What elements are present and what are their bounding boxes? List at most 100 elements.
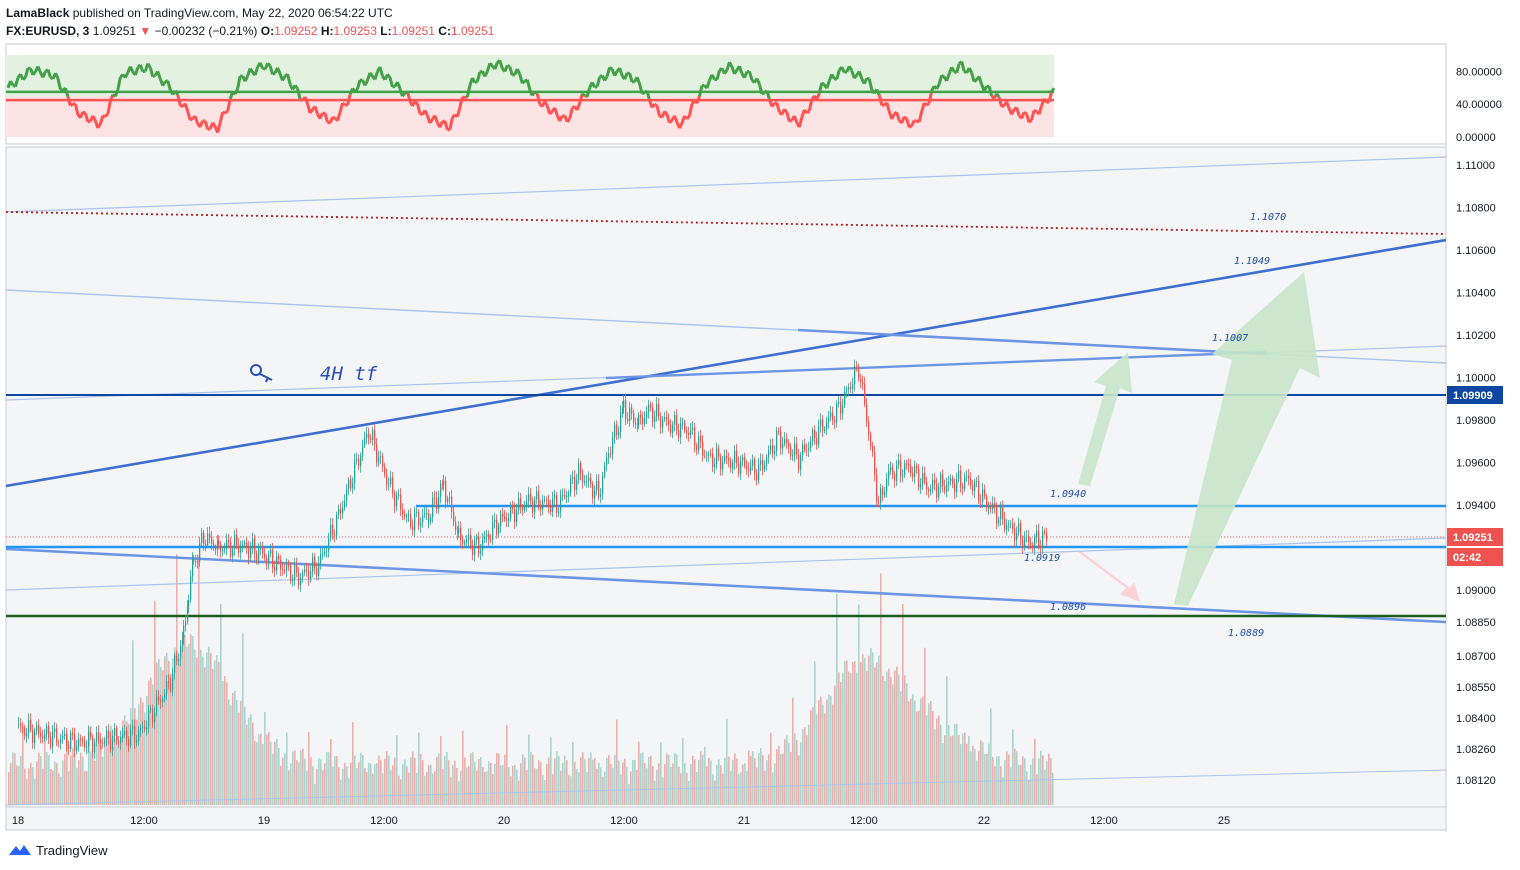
volume-bar — [488, 761, 490, 805]
oscillator-segment — [296, 88, 302, 100]
candle-body — [449, 496, 451, 499]
candle-body — [306, 569, 308, 571]
volume-bar — [46, 752, 48, 805]
symbol-label[interactable]: FX:EURUSD, 3 — [6, 24, 90, 38]
oscillator-segment — [785, 112, 791, 122]
oscillator-segment — [368, 71, 374, 78]
oscillator-segment — [945, 73, 951, 82]
candle-body — [278, 555, 280, 560]
candle-body — [592, 484, 594, 499]
candle-body — [982, 489, 984, 502]
candle-body — [616, 424, 618, 436]
price-tick-label: 1.09600 — [1456, 458, 1496, 470]
oscillator-segment — [423, 109, 429, 117]
volume-bar — [730, 771, 732, 805]
candle-body — [874, 452, 876, 475]
volume-bar — [316, 769, 318, 805]
volume-bar — [50, 768, 52, 805]
candle-body — [840, 401, 842, 414]
oscillator-segment — [415, 103, 422, 114]
volume-bar — [310, 756, 312, 805]
oscillator-segment — [960, 61, 966, 72]
volume-bar — [834, 685, 836, 805]
volume-bar — [804, 727, 806, 805]
volume-bar — [572, 742, 574, 805]
volume-bar — [762, 755, 764, 805]
oscillator-segment — [997, 96, 1004, 107]
volume-bar — [1010, 767, 1012, 805]
price-axis[interactable]: 1.11000 1.10800 1.10600 1.10400 1.10200 1.100… — [1456, 160, 1496, 787]
oscillator-segment — [156, 71, 162, 80]
candle-body — [888, 470, 890, 480]
volume-bar — [138, 704, 140, 805]
volume-bar — [1018, 764, 1020, 805]
candle-body — [500, 513, 502, 527]
candle-body — [60, 738, 62, 743]
oscillator-segment — [59, 87, 64, 92]
volume-bar — [412, 751, 414, 805]
volume-bar — [980, 740, 982, 805]
volume-bar — [378, 755, 380, 805]
candle-body — [860, 377, 862, 382]
annotation-4h[interactable]: 4H tf — [250, 363, 378, 385]
volume-bar — [244, 706, 246, 805]
volume-bar — [958, 735, 960, 805]
volume-bar — [846, 660, 848, 805]
candle-body — [324, 551, 326, 554]
volume-bar — [256, 742, 258, 805]
oscillator-segment — [318, 112, 324, 120]
oscillator-segment — [222, 110, 226, 115]
candle-body — [706, 455, 708, 457]
forecast-arrows[interactable] — [1078, 272, 1320, 606]
volume-bar — [38, 752, 40, 805]
oscillator-axis: 80.00000 40.00000 0.00000 — [1456, 66, 1502, 144]
volume-bar — [380, 760, 382, 805]
oscillator-segment — [797, 116, 804, 128]
candle-body — [52, 731, 54, 748]
oscillator-segment — [474, 80, 478, 84]
volume-bar — [174, 647, 176, 805]
candle-body — [366, 433, 368, 439]
oscillator-segment — [243, 75, 250, 82]
volume-bar — [644, 762, 646, 805]
publish-line: LamaBlack published on TradingView.com, … — [6, 4, 494, 22]
volume-bar — [664, 764, 666, 805]
volume-bar — [870, 647, 872, 805]
candle-body — [102, 742, 104, 744]
drawings-layer[interactable] — [6, 156, 1446, 806]
candle-body — [682, 422, 684, 424]
time-axis[interactable]: 18 12:00 19 12:00 20 12:00 21 12:00 22 12:00 25 — [12, 815, 1230, 827]
candle-body — [564, 495, 566, 497]
descending-trendline-segment — [797, 328, 1267, 356]
candle-body — [406, 515, 408, 517]
oscillator-segment — [590, 81, 596, 88]
candle-body — [1024, 536, 1026, 548]
candle-body — [156, 696, 158, 713]
oscillator-segment — [967, 67, 973, 74]
candle-body — [178, 659, 180, 661]
candle-body — [466, 539, 468, 543]
volume-bar — [578, 772, 580, 805]
volume-bar — [28, 768, 30, 805]
candle-body — [280, 559, 282, 570]
candle-body — [774, 451, 776, 454]
volume-bar — [66, 731, 68, 805]
candle-body — [213, 543, 215, 548]
volume-bar — [62, 760, 64, 805]
volume-bar — [630, 771, 632, 805]
candle-body — [136, 740, 138, 743]
candle-body — [694, 427, 696, 446]
publisher-name[interactable]: LamaBlack — [6, 6, 70, 20]
oscillator-segment — [940, 73, 945, 79]
candle-body — [896, 465, 898, 481]
volume-bar — [270, 741, 272, 805]
candle-body — [994, 503, 996, 507]
oscillator-segment — [189, 117, 194, 122]
footer-brand[interactable]: TradingView — [8, 842, 108, 858]
candle-body — [1016, 532, 1018, 541]
oscillator-segment — [594, 85, 598, 89]
candle-body — [712, 454, 714, 467]
candle-body — [240, 546, 242, 553]
candle-body — [108, 730, 110, 739]
